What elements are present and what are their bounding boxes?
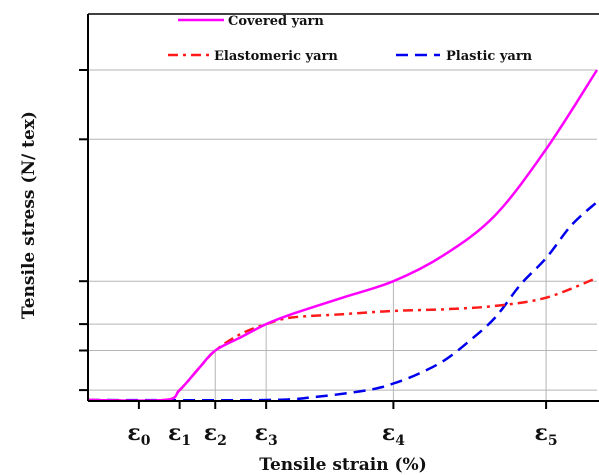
- legend-label: Plastic yarn: [446, 49, 533, 64]
- legend-label: Elastomeric yarn: [214, 49, 338, 64]
- series-layer: [87, 69, 599, 402]
- y-ticks: [79, 69, 88, 392]
- legend-item-plastic-yarn: Plastic yarn: [396, 49, 533, 64]
- x-tick-label: ε5: [535, 420, 558, 449]
- x-axis-title: Tensile strain (%): [259, 455, 426, 475]
- series-line-plastic-yarn: [87, 201, 598, 402]
- reference-lines: [88, 69, 597, 400]
- series-line-elastomeric-yarn: [87, 276, 598, 402]
- legend: Covered yarn Elastomeric yarn Plastic yarn: [168, 14, 533, 64]
- x-tick-label: ε2: [204, 420, 227, 449]
- x-tick-label: ε1: [168, 420, 191, 449]
- y-axis-title: Tensile stress (N/ tex): [19, 111, 39, 319]
- legend-item-covered-yarn: Covered yarn: [178, 14, 324, 29]
- x-ticks: ε0 ε1 ε2 ε3 ε4 ε5: [127, 401, 558, 449]
- x-tick-label: ε4: [382, 420, 405, 449]
- x-tick-label: ε0: [127, 420, 150, 449]
- legend-item-elastomeric-yarn: Elastomeric yarn: [168, 49, 338, 64]
- series-line-covered-yarn: [87, 69, 599, 402]
- x-tick-label: ε3: [255, 420, 278, 449]
- legend-label: Covered yarn: [228, 14, 324, 29]
- axes: [87, 13, 599, 402]
